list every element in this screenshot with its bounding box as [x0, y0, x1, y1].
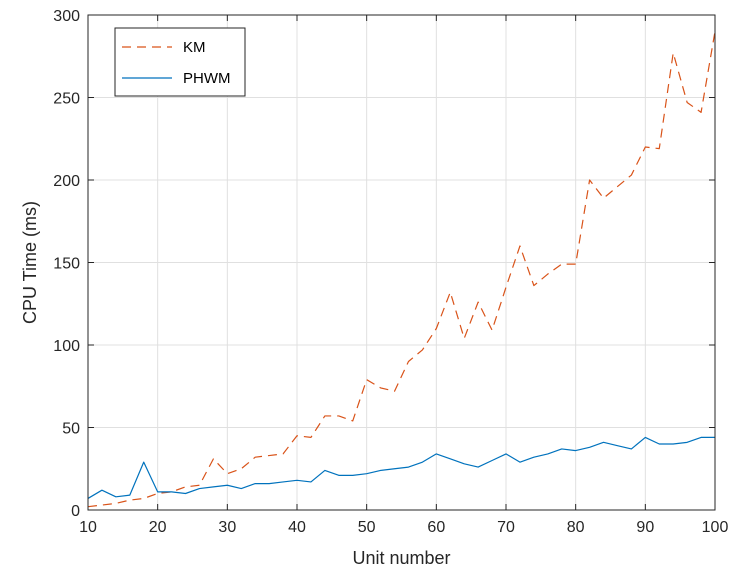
x-tick-label: 20: [149, 519, 167, 536]
legend: KM PHWM: [114, 27, 246, 97]
x-tick-label: 40: [288, 519, 306, 536]
legend-label-phwm: PHWM: [183, 70, 231, 87]
y-tick-label: 200: [53, 173, 80, 190]
x-axis-label: Unit number: [352, 548, 450, 568]
x-tick-label: 80: [567, 519, 585, 536]
x-tick-label: 10: [79, 519, 97, 536]
x-tick-label: 70: [497, 519, 515, 536]
legend-box: [114, 27, 246, 97]
y-tick-label: 300: [53, 8, 80, 25]
y-tick-label: 250: [53, 91, 80, 108]
y-tick-label: 100: [53, 338, 80, 355]
x-tick-label: 30: [218, 519, 236, 536]
x-tick-label: 50: [358, 519, 376, 536]
y-tick-label: 0: [71, 503, 80, 520]
x-tick-label: 90: [636, 519, 654, 536]
series-line-km: [87, 31, 716, 508]
y-tick-label: 50: [62, 421, 80, 438]
y-axis-label: CPU Time (ms): [20, 201, 40, 324]
x-tick-label: 100: [702, 519, 729, 536]
x-tick-label: 60: [427, 519, 445, 536]
legend-label-km: KM: [183, 39, 206, 56]
series-layer: [87, 31, 716, 508]
ticks: 10 20 30 40 50 60 70 80 90 100 0 50 100 150 200 250 300: [53, 8, 728, 536]
series-line-phwm: [87, 436, 715, 499]
y-tick-label: 150: [53, 256, 80, 273]
